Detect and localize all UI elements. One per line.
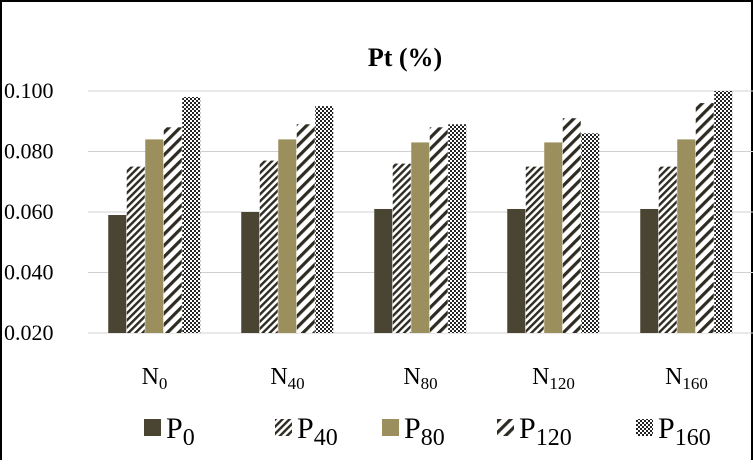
bar-p160-n120 [581,133,600,333]
bar-p80-n40 [278,139,297,333]
bar-p80-n160 [677,139,696,333]
legend-label-p120: P120 [519,412,572,451]
legend-swatch-p80 [382,419,399,436]
bar-p0-n40 [241,212,260,333]
x-tick-label: N120 [532,364,575,393]
bar-p160-n80 [448,124,467,334]
x-tick-label: N40 [270,364,304,393]
bar-p0-n160 [640,208,659,333]
legend-swatch-p120 [497,419,514,436]
x-tick-label: N160 [665,364,708,393]
y-tick-label: 0.020 [4,320,54,345]
bar-p40-n0 [126,166,145,333]
y-tick-label: 0.100 [4,78,54,103]
bar-p80-n80 [411,142,430,333]
bar-p120-n80 [429,127,448,333]
bar-p80-n120 [544,142,563,333]
bar-p0-n80 [374,208,393,333]
legend-label-p160: P160 [658,412,711,451]
y-tick-label: 0.060 [4,199,54,224]
y-tick-label: 0.080 [4,139,54,164]
chart-title: Pt (%) [368,43,442,72]
bar-p120-n120 [562,118,581,333]
bar-p40-n120 [525,166,544,333]
bar-p160-n0 [182,97,201,333]
legend-label-p80: P80 [404,412,445,451]
bar-p0-n0 [108,215,127,333]
legend-label-p0: P0 [166,412,195,451]
bar-p80-n0 [145,139,164,333]
bar-p160-n160 [714,91,733,333]
bar-p40-n160 [658,166,677,333]
legend-swatch-p40 [275,419,292,436]
x-axis-ticks: N0 N40 N80 N120 N160 [142,364,708,393]
y-axis-ticks: 0.020 0.040 0.060 0.080 0.100 [4,78,54,345]
bar-p120-n40 [296,124,315,334]
bars [108,91,733,334]
legend-swatch-p160 [636,419,653,436]
x-tick-label: N0 [142,364,168,393]
bar-p120-n0 [163,127,182,333]
bar-p40-n40 [259,160,278,333]
legend-swatch-p0 [144,419,161,436]
x-tick-label: N80 [403,364,437,393]
bar-p0-n120 [507,208,526,333]
bar-p120-n160 [695,103,714,333]
legend-label-p40: P40 [297,412,338,451]
bar-p40-n80 [392,163,411,333]
bar-p160-n40 [315,106,334,333]
legend: P0 P40 P80 P120 P160 [144,412,711,451]
y-tick-label: 0.040 [4,260,54,285]
